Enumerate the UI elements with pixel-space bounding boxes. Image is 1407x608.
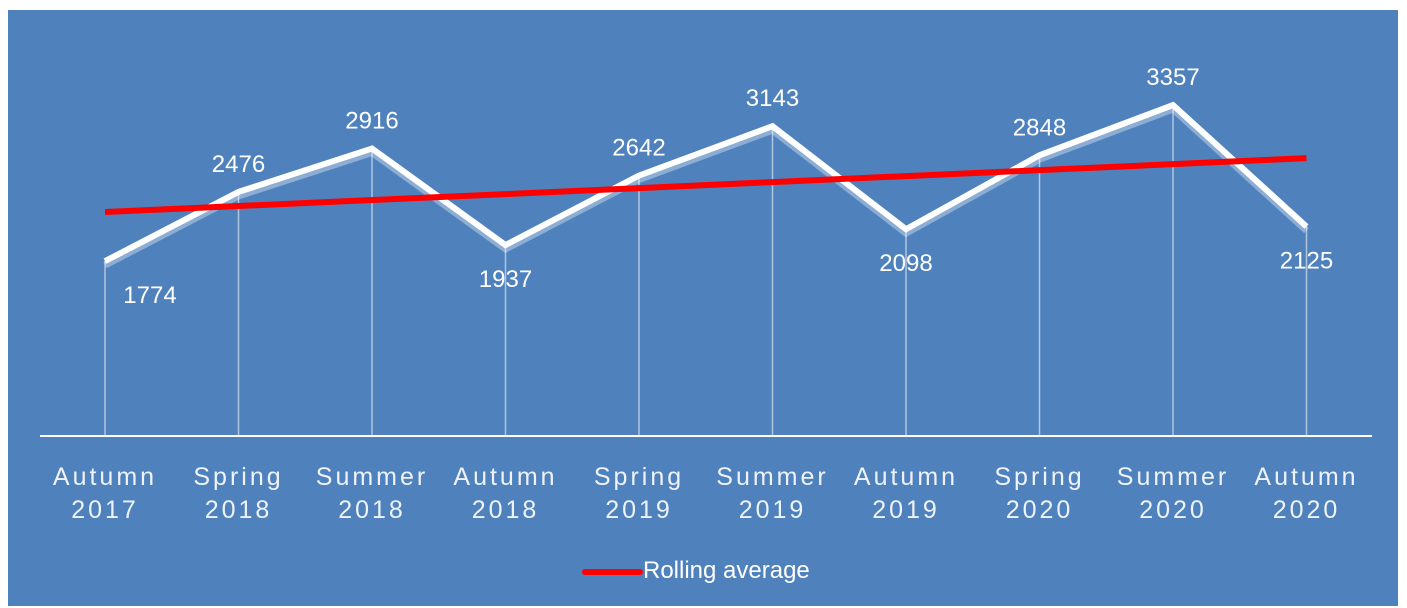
data-label: 2125 <box>1280 248 1333 275</box>
x-tick-label: Autumn 2018 <box>453 463 558 524</box>
x-tick-label: Summer 2020 <box>1116 463 1230 524</box>
line-shadow <box>103 105 1309 269</box>
x-tick-label: Summer 2019 <box>716 463 829 524</box>
x-tick-label: Autumn 2017 <box>52 463 158 524</box>
data-label: 3143 <box>746 85 799 112</box>
x-tick-label: Spring 2019 <box>593 463 685 524</box>
x-tick-label: Autumn 2019 <box>853 463 959 524</box>
data-label: 1774 <box>123 282 176 309</box>
x-tick-label: Summer 2018 <box>315 463 429 524</box>
data-label: 2642 <box>612 135 665 162</box>
legend-label: Rolling average <box>643 557 810 584</box>
x-tick-label: Spring 2020 <box>994 463 1085 524</box>
data-label: 2098 <box>879 250 932 277</box>
x-tick-label: Autumn 2020 <box>1254 463 1359 524</box>
data-label: 2916 <box>345 108 398 135</box>
x-tick-label: Spring 2018 <box>193 463 284 524</box>
line <box>104 155 1307 216</box>
data-label: 3357 <box>1146 64 1199 91</box>
data-label: 2848 <box>1013 114 1066 141</box>
data-label: 1937 <box>479 266 532 293</box>
data-label: 2476 <box>212 151 265 178</box>
line <box>103 101 1309 264</box>
